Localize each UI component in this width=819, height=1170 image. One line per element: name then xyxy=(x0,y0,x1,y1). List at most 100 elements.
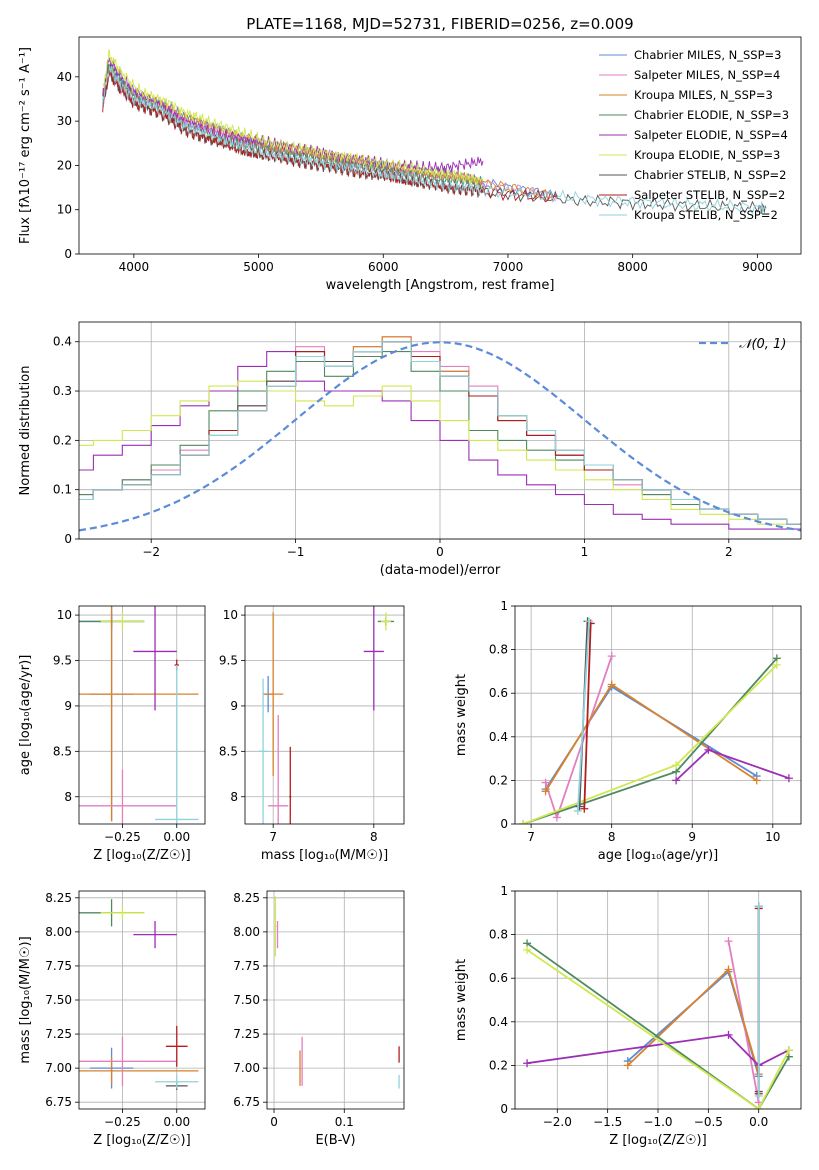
y-tick-label: 7.25 xyxy=(45,1027,72,1041)
spectrum-series-line xyxy=(102,66,767,215)
plot-area xyxy=(79,336,801,532)
mass-weight-marker xyxy=(772,660,781,669)
mass-weight-marker xyxy=(754,1105,763,1109)
y-tick-label: 0.8 xyxy=(489,928,508,942)
x-tick-label: 2 xyxy=(725,545,733,559)
error-bar-point xyxy=(133,606,177,711)
mass-weight-marker xyxy=(704,745,713,754)
mass-weight-marker xyxy=(672,761,681,770)
x-tick-label: 9 xyxy=(688,830,696,844)
y-tick-label: 0.3 xyxy=(53,384,72,398)
error-bar-point xyxy=(274,896,277,957)
x-tick-label: −2 xyxy=(142,545,160,559)
y-tick-label: 10 xyxy=(223,608,238,622)
mass-weight-marker xyxy=(754,1091,763,1100)
legend-entry: Kroupa MILES, N_SSP=3 xyxy=(634,88,773,102)
error-bar-point xyxy=(79,606,199,822)
x-axis-label: wavelength [Angstrom, rest frame] xyxy=(326,278,555,293)
x-tick-label: 7 xyxy=(269,830,277,844)
x-tick-label: −0.5 xyxy=(694,1115,723,1129)
error-bar-point xyxy=(289,746,292,824)
axes-frame xyxy=(266,890,405,1110)
error-bar-point xyxy=(133,920,177,949)
error-bar-point xyxy=(155,665,199,824)
x-tick-label: −0.25 xyxy=(104,1115,141,1129)
mass-weight-marker xyxy=(607,652,616,661)
mass-weight-line xyxy=(526,942,790,1109)
chart-age_vs_Z: −0.25 0.00 8 8.5 9 9.5 10 Z [log₁₀(Z/Z☉)] age [l… xyxy=(18,605,206,863)
y-tick-label: 0.4 xyxy=(53,335,72,349)
figure-title: PLATE=1168, MJD=52731, FIBERID=0256, z=0… xyxy=(246,15,633,33)
x-tick-label: 10 xyxy=(765,830,780,844)
mass-weight-marker xyxy=(573,806,582,815)
y-tick-label: 8.5 xyxy=(53,744,72,758)
mass-weight-marker xyxy=(585,617,594,626)
mass-weight-line xyxy=(544,685,758,790)
spectrum-series-line xyxy=(102,67,559,203)
x-tick-label: 8000 xyxy=(617,260,648,274)
mass-weight-marker xyxy=(541,787,550,796)
mass-weight-marker xyxy=(754,902,763,911)
x-tick-label: 0.00 xyxy=(163,830,190,844)
mass-weight-marker xyxy=(523,945,532,954)
y-tick-label: 1 xyxy=(500,884,508,898)
plot-area xyxy=(523,902,793,1109)
chart-spectrum: 4000 5000 6000 7000 8000 9000 0 10 20 30 40 wavelen… xyxy=(18,36,802,293)
y-tick-label: 7.50 xyxy=(45,993,72,1007)
mass-weight-marker xyxy=(752,776,761,785)
y-tick-label: 0 xyxy=(64,532,72,546)
y-axis-label: Flux [fλ10⁻¹⁷ erg cm⁻² s⁻¹ A⁻¹] xyxy=(18,47,33,244)
y-tick-label: 0.2 xyxy=(489,773,508,787)
mass-weight-line xyxy=(522,664,778,824)
mass-weight-marker xyxy=(541,778,550,787)
x-axis-label: E(B-V) xyxy=(315,1133,355,1148)
y-tick-label: 7.25 xyxy=(233,1027,260,1041)
y-tick-label: 10 xyxy=(57,203,72,217)
x-axis-label: age [log₁₀(age/yr)] xyxy=(598,848,719,863)
x-axis-label: (data-model)/error xyxy=(380,563,501,578)
y-tick-label: 0.2 xyxy=(489,1058,508,1072)
x-tick-label: 6000 xyxy=(368,260,399,274)
chart-mass_vs_Z: −0.25 0.00 6.75 7.00 7.25 7.50 7.75 8.00 8.25 Z [… xyxy=(18,890,206,1148)
y-tick-label: 9 xyxy=(230,699,238,713)
mass-weight-line xyxy=(627,970,760,1077)
x-axis-label: Z [log₁₀(Z/Z☉)] xyxy=(609,1133,706,1148)
y-tick-label: 9.5 xyxy=(53,654,72,668)
x-tick-label: 7000 xyxy=(493,260,524,274)
y-tick-label: 7.00 xyxy=(45,1061,72,1075)
error-bar-point xyxy=(363,606,384,711)
x-tick-label: 8 xyxy=(370,830,378,844)
y-tick-label: 0 xyxy=(500,1102,508,1116)
y-axis-label: mass weight xyxy=(454,674,469,756)
spectrum-series-line xyxy=(102,57,484,173)
normal-curve xyxy=(79,341,801,532)
plot-area xyxy=(102,49,767,215)
axes-frame xyxy=(514,890,802,1110)
mass-weight-marker xyxy=(784,1046,793,1055)
error-bar-point xyxy=(380,612,391,631)
y-tick-label: 8.00 xyxy=(233,925,260,939)
plot-area xyxy=(79,606,199,824)
y-tick-label: 0.4 xyxy=(489,1015,508,1029)
x-tick-label: −0.25 xyxy=(104,830,141,844)
mass-weight-marker xyxy=(724,1030,733,1039)
plot-area xyxy=(258,606,394,824)
legend-entry: Salpeter ELODIE, N_SSP=4 xyxy=(634,128,788,142)
mass-weight-line xyxy=(526,949,790,1109)
y-tick-label: 0.6 xyxy=(489,686,508,700)
legend-entry: Salpeter MILES, N_SSP=4 xyxy=(634,68,780,82)
y-tick-label: 8 xyxy=(230,790,238,804)
y-tick-label: 9 xyxy=(64,699,72,713)
x-tick-label: 0 xyxy=(436,545,444,559)
y-tick-label: 20 xyxy=(57,158,72,172)
error-bar-point xyxy=(100,612,145,631)
error-bar-point xyxy=(100,905,145,920)
x-tick-label: 0 xyxy=(270,1115,278,1129)
y-tick-label: 0.2 xyxy=(53,433,72,447)
chart-residuals: −2 −1 0 1 2 0 0.1 0.2 0.3 0.4 (data-model)/error No… xyxy=(18,321,802,578)
mass-weight-marker xyxy=(575,802,584,811)
mass-weight-line xyxy=(526,1033,790,1067)
x-tick-label: −1.5 xyxy=(593,1115,622,1129)
mass-weight-marker xyxy=(784,774,793,783)
mass-weight-marker xyxy=(672,776,681,785)
